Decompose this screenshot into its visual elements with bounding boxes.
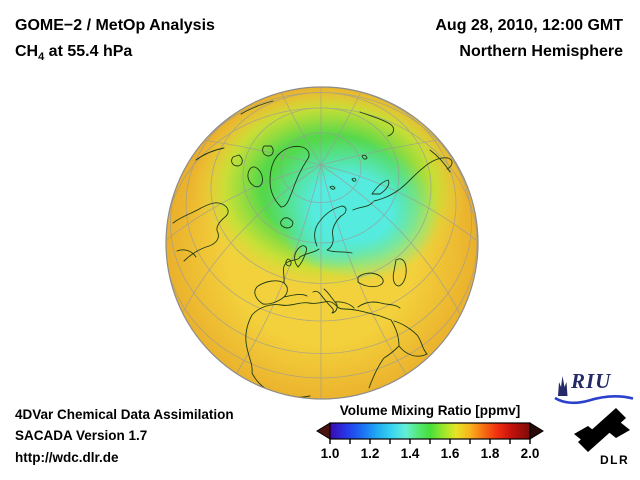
colorbar-over-range-arrow <box>529 422 544 440</box>
meridian <box>320 139 440 166</box>
coastline-mediterranean-north <box>283 288 401 314</box>
coastline-black-sea <box>357 272 384 288</box>
colorbar <box>316 422 544 444</box>
species-label: CH <box>15 43 39 60</box>
colorbar-tick-label: 1.6 <box>440 446 460 461</box>
plot-title-block: GOME−2 / MetOp Analysis CH4 at 55.4 hPa <box>15 13 215 70</box>
dlr-logo: DLR <box>572 408 636 470</box>
coastline-greenland <box>269 145 310 208</box>
coastline-svalbard-islands <box>329 154 368 190</box>
colorbar-tick-label: 1.8 <box>480 446 500 461</box>
website-url: http://wdc.dlr.de <box>15 449 119 465</box>
coastline-arctic-canada <box>231 145 274 188</box>
meridian <box>181 164 322 315</box>
meridian <box>320 164 461 315</box>
cathedral-icon <box>558 376 568 396</box>
level-label: at 55.4 hPa <box>44 43 133 60</box>
title-line1: GOME−2 / MetOp Analysis <box>15 17 215 34</box>
version-label: SACADA Version 1.7 <box>15 428 148 444</box>
coastline-uk-ireland <box>285 245 307 268</box>
assimilation-label: 4DVar Chemical Data Assimilation <box>15 407 234 422</box>
coastline-red-sea-arabia <box>393 320 428 357</box>
title-line2: CH4 at 55.4 hPa <box>15 39 215 70</box>
date-label: Aug 28, 2010, 12:00 GMT <box>435 17 623 34</box>
colorbar-tick-label: 1.0 <box>320 446 340 461</box>
coastline-north-america <box>172 202 229 262</box>
colorbar-tick-label: 1.4 <box>400 446 420 461</box>
attribution-block: 4DVar Chemical Data Assimilation SACADA … <box>15 404 234 468</box>
globe-rim <box>165 86 479 400</box>
colorbar-tick-label: 2.0 <box>520 446 540 461</box>
dlr-mark-diagonal <box>578 408 626 452</box>
graticule <box>166 87 478 399</box>
dlr-logo-graphics <box>574 408 630 452</box>
meridian <box>202 139 322 166</box>
colorbar-under-range-arrow <box>316 422 331 440</box>
riu-logo: RIU <box>554 369 634 405</box>
coastline-alaska-rim <box>195 100 274 161</box>
coastline-siberia <box>352 157 453 211</box>
polar-cyan-extension <box>286 204 370 272</box>
coastline-caspian-sea <box>392 258 407 287</box>
datetime-block: Aug 28, 2010, 12:00 GMT Northern Hemisph… <box>435 13 623 65</box>
colorbar-tick-label: 1.2 <box>360 446 380 461</box>
dlr-mark-left-diamond <box>574 426 598 442</box>
colorbar-title: Volume Mixing Ratio [ppmv] <box>339 403 521 418</box>
riu-logo-text: RIU <box>571 369 612 393</box>
region-label: Northern Hemisphere <box>459 43 623 60</box>
coastline-iceland <box>280 217 294 229</box>
meridian <box>320 91 362 166</box>
river-wave-icon <box>554 394 634 405</box>
riu-logo-graphics <box>554 376 634 405</box>
dlr-mark-right-diamond <box>606 422 630 438</box>
colorbar-ticks <box>329 439 531 444</box>
dlr-logo-text: DLR <box>600 453 630 467</box>
meridian <box>320 164 477 241</box>
meridian <box>280 91 322 166</box>
species-subscript: 4 <box>38 51 45 64</box>
coastline-scandinavia <box>314 205 353 254</box>
colorbar-gradient-bar <box>329 422 531 440</box>
